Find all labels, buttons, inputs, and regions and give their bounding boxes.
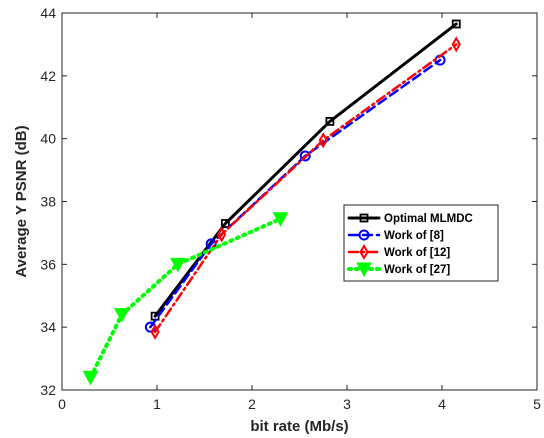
legend-label: Optimal MLMDC <box>384 213 473 225</box>
y-axis-label: Average Y PSNR (dB) <box>13 125 30 277</box>
y-tick-label: 40 <box>40 131 56 147</box>
legend-label: Work of [8] <box>384 230 444 242</box>
y-tick-label: 32 <box>40 382 56 398</box>
x-tick-label: 2 <box>248 396 256 412</box>
x-axis: 0 1 2 3 4 5 <box>58 13 541 412</box>
series-layer <box>82 19 461 386</box>
x-tick-label: 3 <box>343 396 351 412</box>
x-tick-label: 5 <box>533 396 541 412</box>
x-tick-label: 0 <box>58 396 66 412</box>
y-tick-label: 38 <box>40 194 56 210</box>
legend-marker <box>356 262 372 278</box>
data-point <box>220 219 230 228</box>
y-tick-label: 36 <box>40 256 56 272</box>
series-line <box>149 58 442 329</box>
series-line <box>153 43 458 334</box>
x-tick-label: 1 <box>153 396 161 412</box>
y-tick-label: 42 <box>40 68 56 84</box>
legend-marker <box>358 229 370 241</box>
legend-marker <box>359 213 369 223</box>
legend-label: Work of [27] <box>384 264 450 276</box>
legend-label: Work of [12] <box>384 247 450 259</box>
data-point <box>451 36 461 53</box>
data-point <box>299 150 311 162</box>
legend: Optimal MLMDC Work of [8] Work of [12] Work… <box>343 204 499 282</box>
plot-background <box>62 13 537 390</box>
y-tick-label: 44 <box>40 5 56 21</box>
data-point <box>272 212 289 227</box>
series-line <box>153 22 458 318</box>
data-point <box>325 116 335 126</box>
data-point <box>318 132 328 149</box>
series-line <box>88 216 283 380</box>
legend-item: Work of [12] <box>347 244 450 260</box>
data-point <box>216 226 227 243</box>
data-point <box>114 308 130 323</box>
legend-item: Work of [8] <box>347 229 444 242</box>
y-tick-label: 34 <box>40 319 56 335</box>
data-point <box>150 323 160 340</box>
data-point <box>170 257 186 273</box>
x-axis-label: bit rate (Mb/s) <box>250 418 348 435</box>
legend-item: Work of [27] <box>347 262 450 278</box>
x-tick-label: 4 <box>438 396 446 412</box>
y-axis: 32 34 36 38 40 42 44 <box>40 5 537 398</box>
legend-item: Optimal MLMDC <box>347 213 473 225</box>
data-point <box>82 370 99 386</box>
series-work-of-27 <box>82 212 289 386</box>
legend-marker <box>359 244 369 260</box>
data-point <box>451 19 461 29</box>
series-work-of-12 <box>150 36 461 340</box>
